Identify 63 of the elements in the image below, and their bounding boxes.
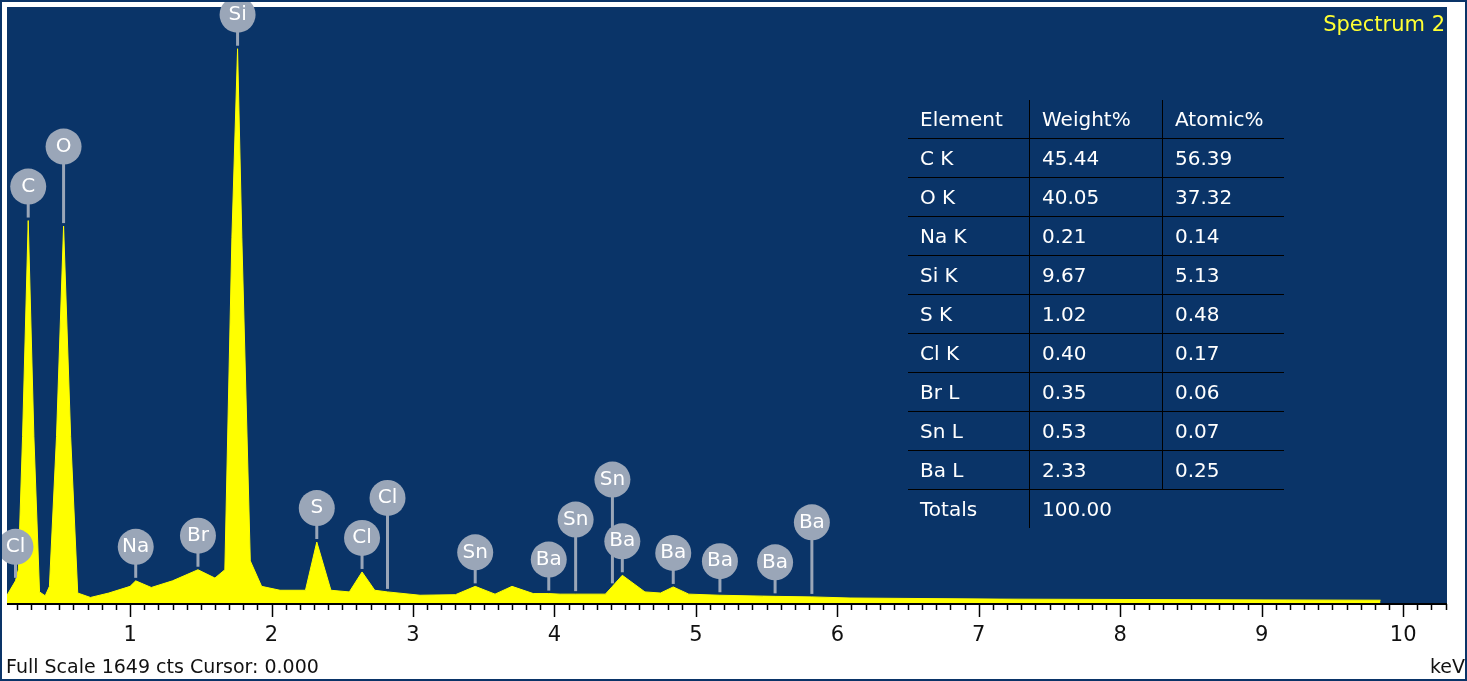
annotation: Sn bbox=[462, 538, 488, 563]
text: 2.33 bbox=[1042, 458, 1087, 482]
annotation: Cl bbox=[5, 533, 26, 558]
x-tick-label: 10 bbox=[1389, 622, 1417, 647]
annotation: Ba bbox=[660, 539, 687, 564]
text: 40.05 bbox=[1042, 185, 1100, 209]
x-tick-label: 5 bbox=[689, 622, 703, 647]
annotation: Sn bbox=[599, 465, 626, 490]
annotation: Si bbox=[228, 0, 247, 25]
x-tick-label: 1 bbox=[123, 622, 137, 647]
x-tick-label: 9 bbox=[1255, 622, 1269, 647]
category-label: O K bbox=[920, 185, 956, 209]
category-label: Atomic% bbox=[1162, 100, 1284, 139]
annotation: Cl bbox=[377, 484, 398, 509]
x-axis-title: keV bbox=[1429, 655, 1465, 677]
category-label: Ba L bbox=[920, 458, 964, 482]
text: 0.40 bbox=[1042, 341, 1087, 365]
annotation: Ba bbox=[762, 548, 789, 573]
text: 100.00 bbox=[1042, 497, 1112, 521]
text: 56.39 bbox=[1175, 146, 1233, 170]
annotation: S bbox=[310, 494, 324, 519]
annotation: Br bbox=[186, 521, 210, 546]
text: 45.44 bbox=[1042, 146, 1100, 170]
category-label: C K bbox=[920, 146, 954, 170]
text: 0.48 bbox=[1175, 302, 1220, 326]
text: 0.07 bbox=[1175, 419, 1220, 443]
x-tick-label: 6 bbox=[830, 622, 845, 647]
text: 0.35 bbox=[1042, 380, 1087, 404]
text: 37.32 bbox=[1175, 185, 1233, 209]
category-label: Si K bbox=[920, 263, 958, 287]
annotation: Na bbox=[122, 533, 150, 558]
annotation: O bbox=[55, 132, 72, 157]
category-label: Sn L bbox=[920, 419, 963, 443]
chart-title: Spectrum 2 bbox=[1323, 12, 1445, 36]
category-label: S K bbox=[920, 302, 953, 326]
text: Element bbox=[908, 100, 1030, 139]
x-tick-label: 3 bbox=[406, 622, 420, 647]
annotation: C bbox=[21, 172, 36, 197]
text: 0.53 bbox=[1042, 419, 1087, 443]
annotation: Ba bbox=[798, 508, 825, 533]
category-label: Weight% bbox=[1029, 100, 1163, 139]
x-tick-label: 8 bbox=[1113, 622, 1127, 647]
category-label: Totals bbox=[920, 497, 978, 521]
text: 0.06 bbox=[1175, 380, 1220, 404]
x-tick-label: 7 bbox=[972, 622, 986, 647]
text: 0.14 bbox=[1175, 224, 1220, 248]
x-tick-label: 2 bbox=[264, 622, 279, 647]
annotation: Cl bbox=[352, 524, 372, 549]
category-label: Na K bbox=[920, 224, 967, 248]
x-tick-label: 4 bbox=[547, 622, 562, 647]
text: 1.02 bbox=[1042, 302, 1087, 326]
category-label: Cl K bbox=[920, 341, 959, 365]
text: Full Scale 1649 cts Cursor: 0.000 bbox=[6, 655, 319, 677]
annotation: Ba bbox=[706, 547, 733, 572]
category-label: Br L bbox=[920, 380, 960, 404]
text: 0.21 bbox=[1042, 224, 1087, 248]
annotation: Ba bbox=[609, 527, 636, 552]
annotation: Ba bbox=[535, 545, 562, 570]
annotation: Sn bbox=[562, 505, 589, 530]
text: 0.25 bbox=[1175, 458, 1220, 482]
text: 0.17 bbox=[1175, 341, 1220, 365]
text: 9.67 bbox=[1042, 263, 1087, 287]
text: 5.13 bbox=[1175, 263, 1220, 287]
